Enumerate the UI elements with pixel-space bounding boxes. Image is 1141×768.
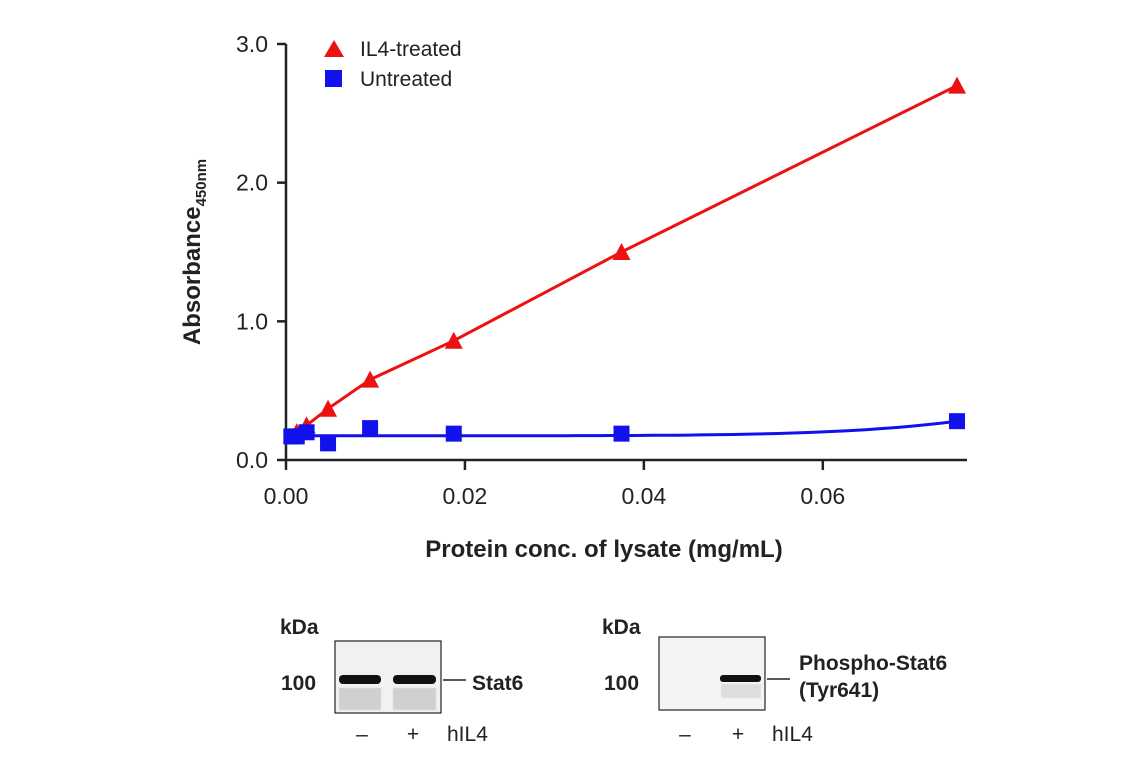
blot2-marker-100: 100 — [604, 672, 639, 695]
absorbance-chart: 0.0 1.0 2.0 3.0 0.00 0.02 0.04 0.06 IL4-treated… — [179, 31, 967, 563]
blot1-marker-100: 100 — [281, 672, 316, 695]
point-untreated — [613, 425, 630, 442]
blot2-target-label-line1: Phospho-Stat6 — [799, 652, 947, 675]
blot1-smear-lane2 — [393, 688, 436, 710]
blot2-target-label-line2: (Tyr641) — [799, 679, 879, 702]
y-axis-label-sub: 450nm — [193, 159, 210, 207]
y-tick-label: 0.0 — [236, 447, 268, 473]
point-untreated — [362, 420, 379, 437]
x-tick-label: 0.06 — [800, 483, 845, 509]
blot1-lane-plus: + — [407, 723, 419, 746]
point-untreated — [949, 413, 965, 430]
blot1-target-label: Stat6 — [472, 672, 523, 695]
point-il4-treated — [444, 331, 463, 349]
point-untreated — [298, 424, 315, 441]
blot1-smear-lane1 — [339, 688, 381, 710]
point-untreated — [445, 425, 462, 442]
y-tick-label: 1.0 — [236, 308, 268, 334]
blot1-treatment-label: hIL4 — [447, 723, 488, 746]
blot2-lane-minus: – — [679, 723, 691, 746]
point-il4-treated — [612, 243, 631, 260]
y-tick-label: 2.0 — [236, 170, 268, 196]
blot2-smear-lane2 — [721, 684, 761, 698]
fit-lines — [286, 84, 958, 438]
point-untreated — [320, 435, 337, 452]
legend-triangle-icon — [324, 40, 344, 57]
blot1-lane-minus: – — [356, 723, 368, 746]
y-tick-label: 3.0 — [236, 31, 268, 57]
y-axis-label-main: Absorbance — [179, 206, 206, 345]
axes: 0.0 1.0 2.0 3.0 0.00 0.02 0.04 0.06 — [236, 31, 967, 509]
blot1-band-lane2 — [393, 675, 436, 684]
legend: IL4-treated Untreated — [324, 38, 462, 91]
legend-label-il4: IL4-treated — [360, 38, 462, 61]
point-il4-treated — [361, 370, 380, 388]
y-axis-label: Absorbance450nm — [179, 159, 210, 345]
blot2-lane-plus: + — [732, 723, 744, 746]
x-tick-label: 0.04 — [621, 483, 666, 509]
x-tick-label: 0.00 — [264, 483, 309, 509]
point-il4-treated — [948, 76, 966, 94]
blot2-kda-label: kDa — [602, 616, 641, 639]
x-tick-label: 0.02 — [443, 483, 488, 509]
point-il4-treated — [319, 399, 338, 417]
blot2-treatment-label: hIL4 — [772, 723, 813, 746]
blot1-band-lane1 — [339, 675, 381, 684]
svg-text:Absorbance450nm: Absorbance450nm — [179, 159, 210, 345]
x-axis-label: Protein conc. of lysate (mg/mL) — [425, 536, 782, 563]
data-points — [283, 76, 966, 452]
legend-label-untreated: Untreated — [360, 68, 452, 91]
blot1-membrane — [334, 640, 442, 714]
blot2-membrane — [658, 636, 766, 711]
blot1-kda-label: kDa — [280, 616, 319, 639]
blot2-band-lane2 — [720, 675, 761, 682]
legend-square-icon — [325, 70, 342, 87]
